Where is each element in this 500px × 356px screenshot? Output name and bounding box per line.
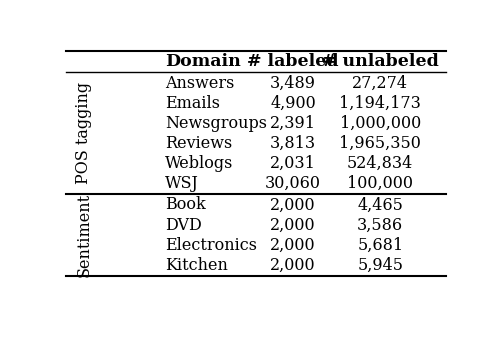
Text: 5,681: 5,681 [357, 236, 404, 253]
Text: 3,813: 3,813 [270, 135, 316, 152]
Text: 4,900: 4,900 [270, 95, 316, 111]
Text: Kitchen: Kitchen [165, 257, 228, 273]
Text: 5,945: 5,945 [357, 257, 403, 273]
Text: Newsgroups: Newsgroups [165, 115, 267, 131]
Text: Sentiment: Sentiment [76, 193, 92, 277]
Text: Emails: Emails [165, 95, 220, 111]
Text: DVD: DVD [165, 216, 202, 234]
Text: 1,194,173: 1,194,173 [340, 95, 421, 111]
Text: 3,489: 3,489 [270, 74, 316, 91]
Text: 27,274: 27,274 [352, 74, 408, 91]
Text: Reviews: Reviews [165, 135, 232, 152]
Text: 1,965,350: 1,965,350 [340, 135, 421, 152]
Text: # labeled: # labeled [248, 53, 339, 70]
Text: Domain: Domain [165, 53, 241, 70]
Text: 2,000: 2,000 [270, 216, 316, 234]
Text: 30,060: 30,060 [265, 174, 321, 192]
Text: Weblogs: Weblogs [165, 155, 234, 172]
Text: 2,000: 2,000 [270, 236, 316, 253]
Text: 2,000: 2,000 [270, 197, 316, 214]
Text: Book: Book [165, 197, 206, 214]
Text: 4,465: 4,465 [358, 197, 403, 214]
Text: # unlabeled: # unlabeled [322, 53, 438, 70]
Text: WSJ: WSJ [165, 174, 199, 192]
Text: 2,000: 2,000 [270, 257, 316, 273]
Text: 2,391: 2,391 [270, 115, 316, 131]
Text: Answers: Answers [165, 74, 234, 91]
Text: 1,000,000: 1,000,000 [340, 115, 421, 131]
Text: 100,000: 100,000 [347, 174, 413, 192]
Text: POS tagging: POS tagging [76, 82, 92, 184]
Text: 524,834: 524,834 [347, 155, 414, 172]
Text: 3,586: 3,586 [357, 216, 404, 234]
Text: 2,031: 2,031 [270, 155, 316, 172]
Text: Electronics: Electronics [165, 236, 257, 253]
